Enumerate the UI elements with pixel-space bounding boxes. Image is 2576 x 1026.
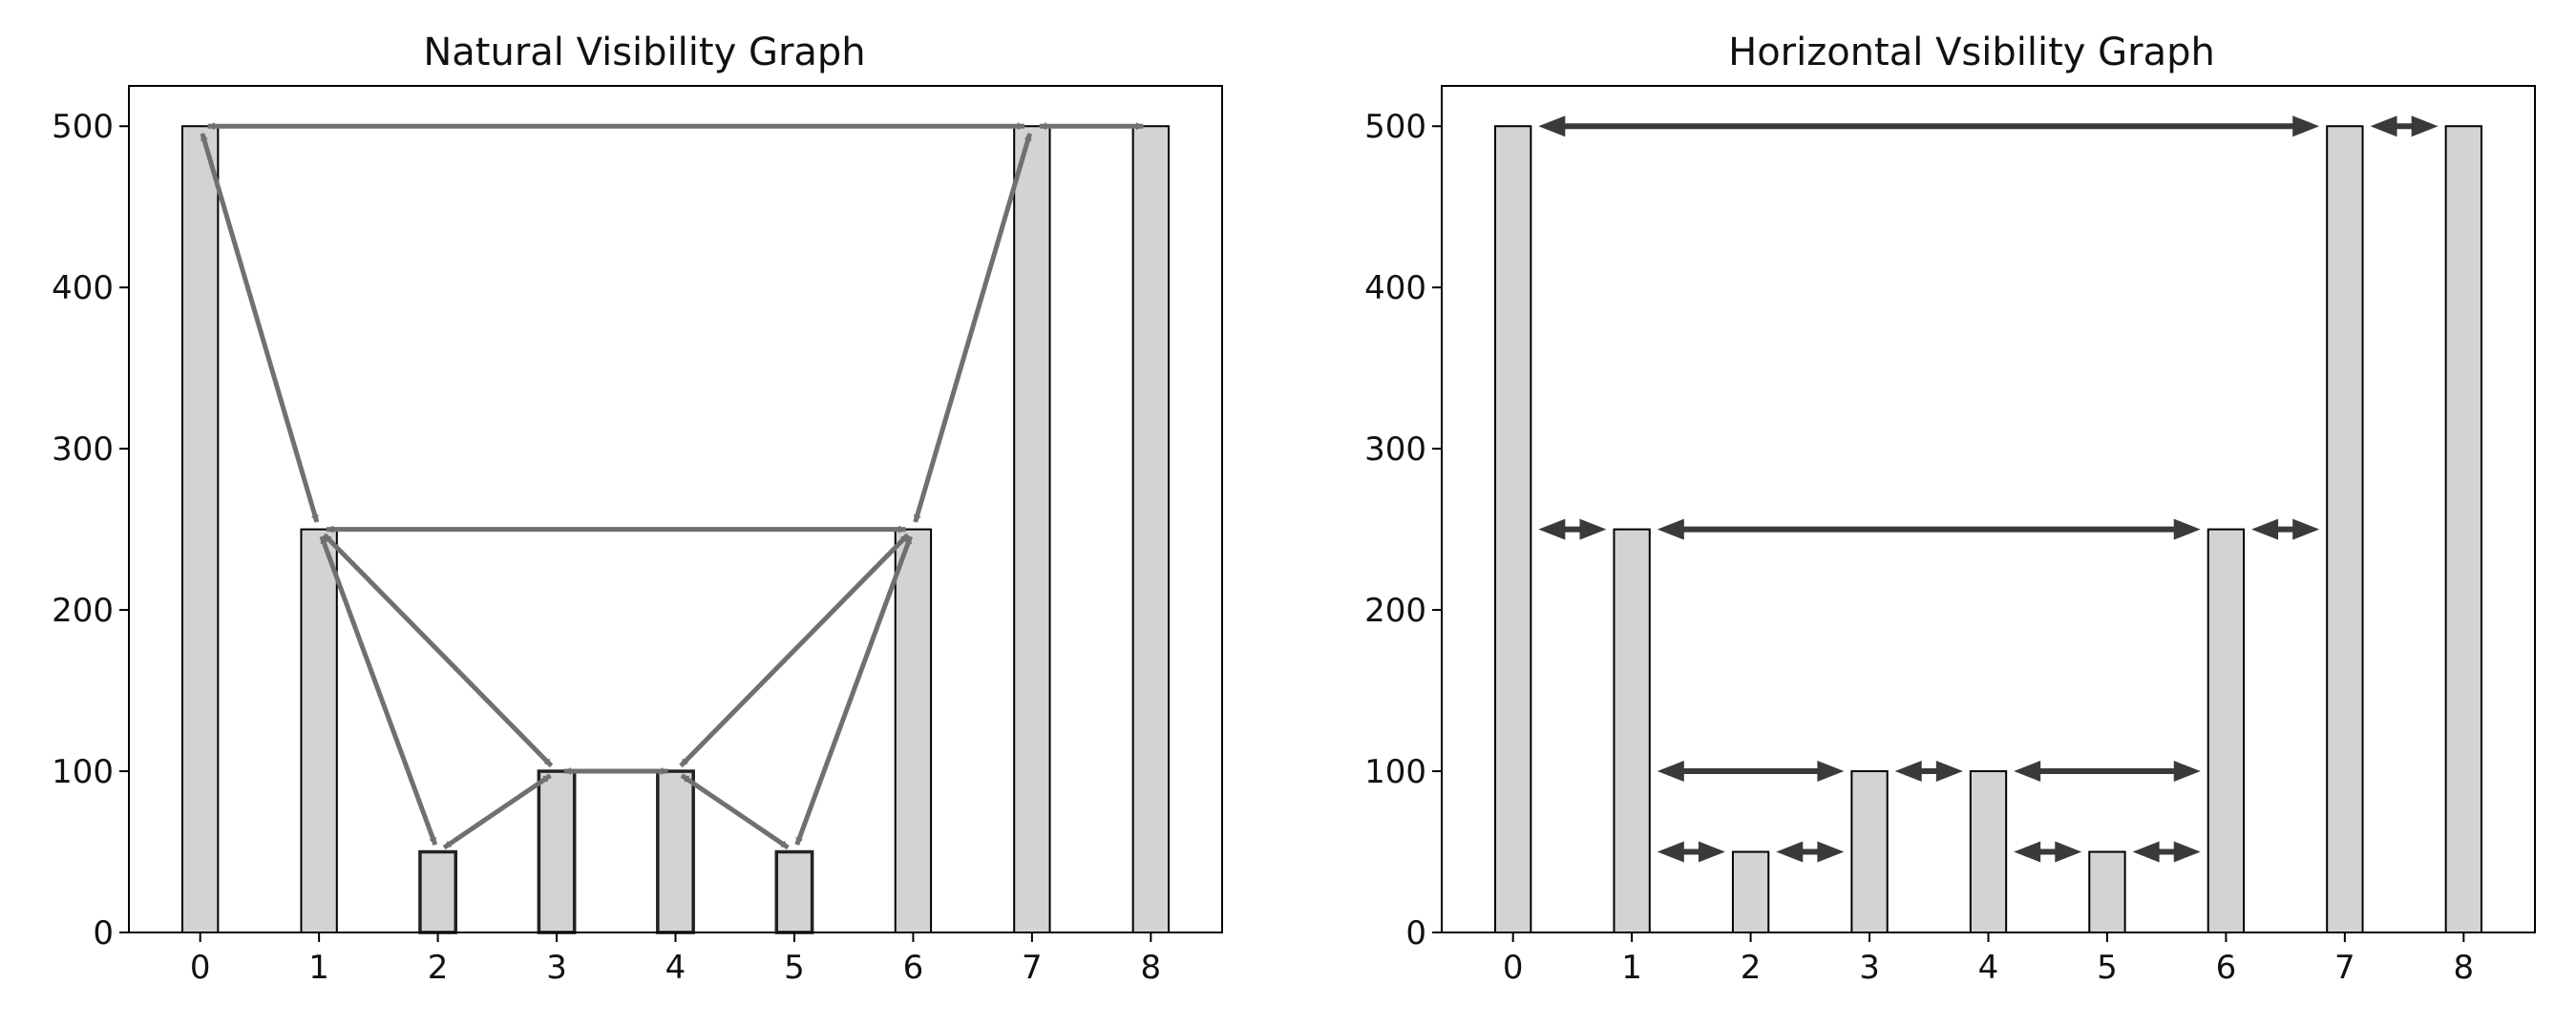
bar-0-3	[537, 769, 577, 934]
edge-arrow-0-3	[322, 533, 554, 768]
x-tick-label-1-0: 0	[1503, 949, 1524, 987]
edge-head-right-1-10	[2292, 518, 2320, 540]
edge-arrow-0-9	[794, 535, 913, 846]
bar-1-1	[1613, 528, 1651, 933]
edge-head-left-1-1	[1538, 115, 1566, 137]
bar-1-4	[1969, 770, 2008, 933]
edge-head-left-1-4	[1657, 518, 1684, 540]
edge-arrow-0-0	[200, 133, 320, 523]
edge-head-right-1-1	[2292, 115, 2320, 137]
edge-head-left-1-11	[2370, 115, 2397, 137]
x-tick-label-1-2: 2	[1741, 949, 1762, 987]
x-tick-label-0-4: 4	[665, 949, 686, 987]
y-tick-label-1-300: 300	[1364, 430, 1426, 469]
x-tick-label-1-3: 3	[1859, 949, 1880, 987]
x-tick-label-1-5: 5	[2097, 949, 2118, 987]
natural-visibility-graph-panel: Natural Visibility Graph 010020030040050…	[52, 31, 1223, 987]
edge-head-left-1-5	[1776, 841, 1804, 863]
edge-arrow-0-7	[680, 773, 790, 850]
horizontal-visibility-graph-panel: Horizontal Vsibility Graph 0 100 200 300 400…	[1364, 31, 2536, 987]
bar-1-2	[1731, 850, 1770, 933]
edge-head-right-1-3	[1817, 761, 1845, 783]
x-tick-label-1-8: 8	[2454, 949, 2475, 987]
chart-title-natural: Natural Visibility Graph	[423, 31, 865, 74]
x-tick-label-1-4: 4	[1978, 949, 1999, 987]
edge-head-right-1-2	[1698, 841, 1725, 863]
y-tick-label-1-100: 100	[1364, 753, 1426, 791]
y-tick-label-0-500: 500	[52, 108, 114, 146]
edge-head-right-1-8	[2173, 761, 2201, 783]
y-tick-label-1-0: 0	[1405, 914, 1426, 953]
edge-head-left-1-9	[2132, 841, 2160, 863]
bar-0-2	[418, 849, 458, 934]
bar-0-0	[181, 125, 220, 933]
bar-1-8	[2444, 125, 2482, 933]
bar-1-3	[1850, 770, 1889, 933]
bar-0-4	[656, 769, 695, 934]
x-tick-label-0-7: 7	[1022, 949, 1043, 987]
x-tick-label-0-6: 6	[903, 949, 924, 987]
y-tick-label-0-400: 400	[52, 269, 114, 307]
edge-head-left-1-2	[1657, 841, 1684, 863]
edge-head-right-1-9	[2173, 841, 2201, 863]
y-tick-label-0-300: 300	[52, 430, 114, 469]
edge-head-left-1-8	[2014, 761, 2041, 783]
bar-0-1	[300, 528, 338, 933]
bar-1-5	[2088, 850, 2126, 933]
x-tick-label-1-1: 1	[1621, 949, 1642, 987]
edge-head-right-1-6	[1935, 761, 1963, 783]
edge-arrow-0-10	[913, 133, 1033, 523]
bar-1-7	[2326, 125, 2364, 933]
bar-0-7	[1013, 125, 1051, 933]
edge-arrow-0-2	[319, 535, 438, 846]
edge-head-right-1-11	[2411, 115, 2439, 137]
y-tick-label-1-400: 400	[1364, 269, 1426, 307]
y-tick-label-0-200: 200	[52, 592, 114, 630]
x-tick-label-0-1: 1	[308, 949, 329, 987]
edge-head-left-1-10	[2251, 518, 2279, 540]
edge-head-right-1-5	[1817, 841, 1845, 863]
x-tick-label-0-3: 3	[546, 949, 567, 987]
y-tick-label-1-500: 500	[1364, 108, 1426, 146]
edge-arrow-0-5	[442, 773, 552, 850]
bar-0-8	[1131, 125, 1170, 933]
bar-0-5	[774, 849, 814, 934]
x-tick-label-0-5: 5	[784, 949, 805, 987]
x-tick-label-1-6: 6	[2216, 949, 2237, 987]
x-tick-label-0-2: 2	[428, 949, 449, 987]
edge-head-right-1-7	[2055, 841, 2082, 863]
x-tick-label-0-0: 0	[190, 949, 211, 987]
edge-head-left-1-3	[1657, 761, 1684, 783]
y-tick-label-0-100: 100	[52, 753, 114, 791]
edge-head-right-1-4	[2173, 518, 2201, 540]
bar-1-6	[2206, 528, 2246, 933]
y-tick-label-1-200: 200	[1364, 592, 1426, 630]
y-tick-label-0-0: 0	[93, 914, 114, 953]
edge-head-left-1-0	[1538, 518, 1566, 540]
bar-0-6	[894, 528, 933, 933]
x-tick-label-1-7: 7	[2334, 949, 2355, 987]
bar-1-0	[1494, 125, 1532, 933]
edge-head-right-1-0	[1579, 518, 1607, 540]
chart-title-horizontal: Horizontal Vsibility Graph	[1728, 31, 2215, 74]
edge-head-left-1-7	[2014, 841, 2041, 863]
edge-head-left-1-6	[1894, 761, 1922, 783]
edge-arrow-0-8	[679, 533, 910, 768]
x-tick-label-0-8: 8	[1141, 949, 1162, 987]
